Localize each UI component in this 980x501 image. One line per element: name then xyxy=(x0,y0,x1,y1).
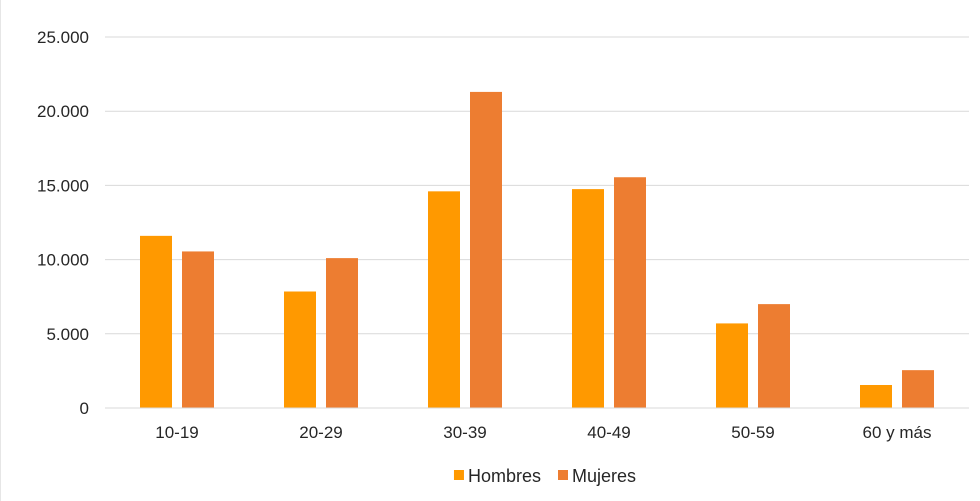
bar-hombres xyxy=(428,191,460,408)
bar-hombres xyxy=(860,384,892,408)
bars xyxy=(140,91,934,409)
y-tick-label: 0 xyxy=(80,399,89,418)
bar-mujeres xyxy=(182,251,214,408)
bar-mujeres xyxy=(758,304,790,408)
x-tick-label: 50-59 xyxy=(731,423,774,442)
legend-item-mujeres: Mujeres xyxy=(558,466,636,486)
x-tick-label: 10-19 xyxy=(155,423,198,442)
legend-item-hombres: Hombres xyxy=(453,466,541,486)
legend-swatch xyxy=(558,470,568,480)
bar-hombres xyxy=(716,323,748,408)
bar-mujeres xyxy=(902,370,934,408)
legend-swatch xyxy=(453,470,464,480)
y-tick-label: 5.000 xyxy=(46,325,89,344)
legend: Hombres Mujeres xyxy=(453,466,636,486)
bar-mujeres xyxy=(326,258,358,408)
x-tick-label: 30-39 xyxy=(443,423,486,442)
bar-hombres xyxy=(572,189,604,408)
bar-hombres xyxy=(140,235,172,408)
y-tick-label: 25.000 xyxy=(37,28,89,47)
x-tick-label: 20-29 xyxy=(299,423,342,442)
x-tick-label: 60 y más xyxy=(863,423,932,442)
y-axis-tick-labels: 0 5.000 10.000 15.000 20.000 25.000 xyxy=(37,28,89,418)
legend-label: Hombres xyxy=(468,466,541,486)
legend-label: Mujeres xyxy=(572,466,636,486)
y-tick-label: 10.000 xyxy=(37,251,89,270)
bar-hombres xyxy=(284,291,316,408)
x-tick-label: 40-49 xyxy=(587,423,630,442)
y-tick-label: 15.000 xyxy=(37,176,89,195)
bar-mujeres xyxy=(614,177,646,408)
y-tick-label: 20.000 xyxy=(37,102,89,121)
gridlines xyxy=(105,36,969,335)
bar-mujeres xyxy=(470,91,502,409)
x-axis-tick-labels: 10-19 20-29 30-39 40-49 50-59 60 y más xyxy=(155,423,931,442)
